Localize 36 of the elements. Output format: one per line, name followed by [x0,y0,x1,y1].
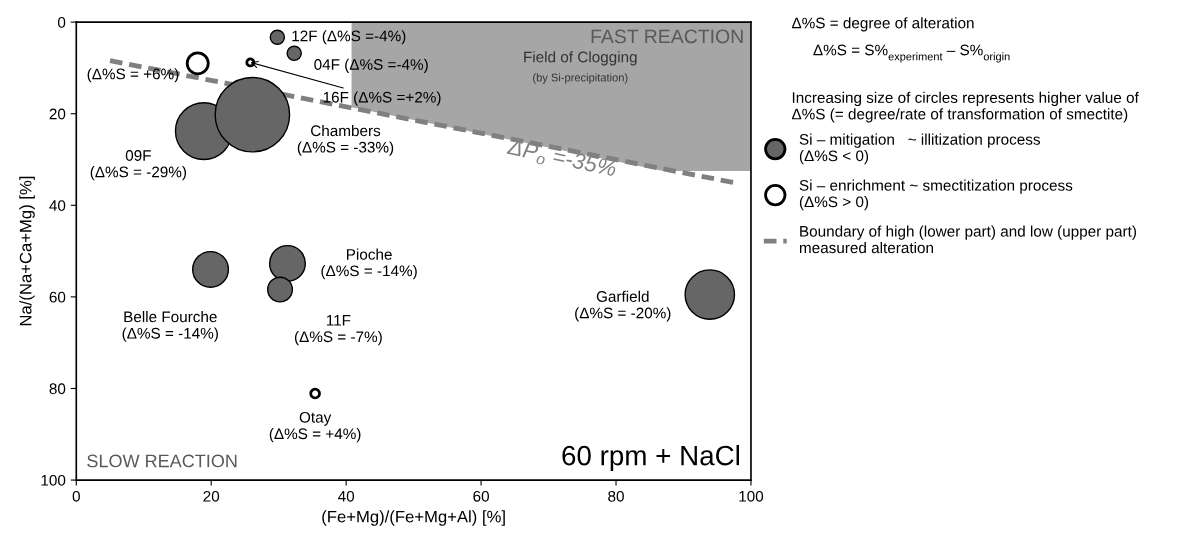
annotation: (by Si-precipitation) [533,73,628,84]
x-tick-label: 40 [338,490,355,502]
y-tick-label: 100 [41,474,66,486]
legend-label: Si – mitigation ~ illitization process (Δ%S < 0) [799,133,1040,165]
annotation: Chambers (Δ%S = -33%) [297,124,394,156]
annotation: 60 rpm + NaCl [562,445,739,471]
text: Increasing size of circles represents higher value of Δ%S (= degree/rate of transformation of smectite) [791,91,1139,123]
annotation: 16F (Δ%S =+2%) [323,91,441,106]
annotation: FAST REACTION [591,29,743,44]
x-axis-title: (Fe+Mg)/(Fe+Mg+Al) [%] [322,510,505,526]
x-tick-label: 20 [203,490,220,502]
y-tick-label: 80 [49,383,66,395]
annotation: Belle Fourche (Δ%S = -14%) [122,311,218,342]
y-tick-label: 40 [49,200,66,211]
annotation: Otay (Δ%S = +4%) [269,411,361,443]
legend-label: Boundary of high (lower part) and low (upper part) measured alteration [799,225,1136,254]
annotation: 11F (Δ%S = -7%) [294,315,382,346]
annotation: SLOW REACTION [87,454,237,468]
x-tick-label: 60 [473,490,489,502]
x-tick-label: 80 [608,490,624,502]
annotation: Field of Clogging [524,51,637,66]
text: Δ%S = degree of alteration [791,17,974,32]
text: Δ%S = S%experiment – S%origin [813,44,1010,63]
annotation: 04F (Δ%S =-4%) [314,58,428,73]
legend-label: Si – enrichment ~ smectitization process (Δ%S > 0) [799,179,1073,211]
y-tick-label: 0 [57,17,66,28]
annotation: 12F (Δ%S =-4%) [292,30,406,45]
y-axis-title: Na/(Na+Ca+Mg) [%] [19,176,35,326]
x-tick-label: 100 [739,490,764,502]
y-tick-label: 20 [49,108,66,120]
x-tick-label: 0 [72,490,80,502]
annotation: 09F (Δ%S = -29%) [90,150,187,181]
annotation: (Δ%S = +6%) [87,68,179,83]
annotation: Garfield (Δ%S = -20%) [575,290,671,322]
y-tick-label: 60 [49,291,66,303]
annotation: Pioche (Δ%S = -14%) [321,248,417,280]
